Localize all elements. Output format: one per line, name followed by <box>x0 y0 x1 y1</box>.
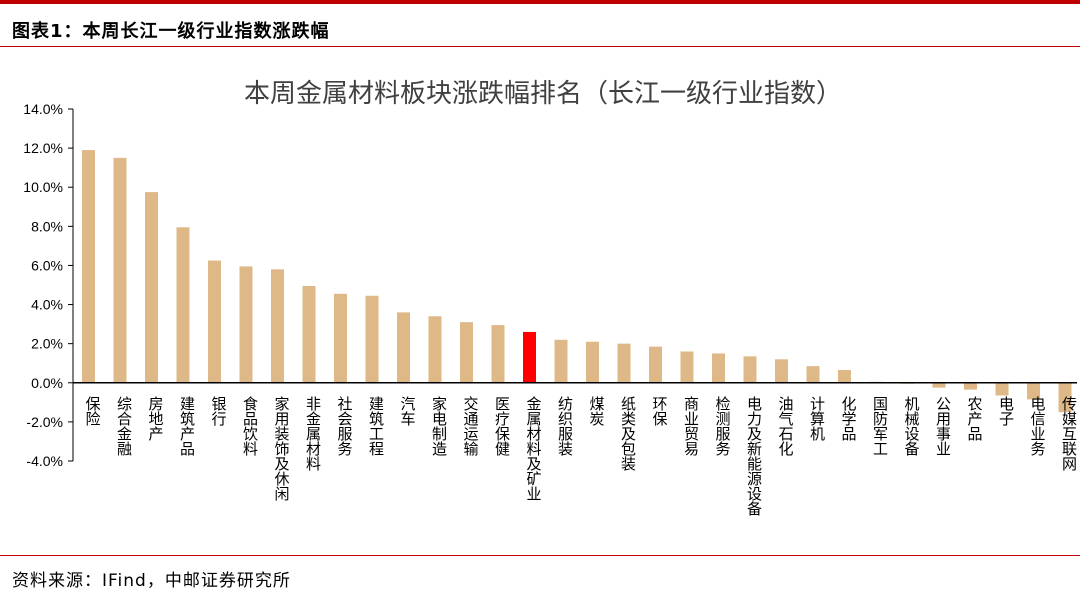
chart-title: 本周金属材料板块涨跌幅排名（长江一级行业指数） <box>244 79 842 109</box>
y-tick-label: 2.0% <box>31 336 63 352</box>
bar <box>775 359 788 383</box>
category-label: 银行 <box>210 396 228 427</box>
category-label: 房地产 <box>147 396 165 441</box>
figure-header: 图表1：本周长江一级行业指数涨跌幅 <box>0 4 1080 47</box>
category-label: 纸类及包装 <box>619 396 637 471</box>
bar <box>1027 382 1040 400</box>
category-label: 机械设备 <box>903 396 921 456</box>
bar <box>932 382 946 388</box>
category-label: 传媒互联网 <box>1060 396 1078 472</box>
category-label: 汽车 <box>399 396 417 426</box>
category-label: 社会服务 <box>336 396 354 457</box>
bar <box>964 382 977 390</box>
bar <box>586 341 599 383</box>
source-note: 资料来源：IFind，中邮证券研究所 <box>12 571 291 591</box>
bar <box>617 343 631 383</box>
figure-label: 图表1：本周长江一级行业指数涨跌幅 <box>12 21 330 42</box>
category-label: 食品饮料 <box>241 396 259 456</box>
category-label: 计算机 <box>808 396 826 442</box>
category-label: 煤炭 <box>588 396 606 426</box>
top-accent-rule <box>0 0 1080 4</box>
bar <box>239 266 253 383</box>
bar <box>145 192 158 383</box>
category-label: 金属材料及矿业 <box>525 396 543 501</box>
bar <box>680 351 694 383</box>
bar <box>365 295 379 383</box>
bar <box>302 285 316 383</box>
category-label: 医疗保健 <box>493 396 511 457</box>
y-tick-label: 14.0% <box>23 101 63 117</box>
bar <box>176 227 190 383</box>
bar <box>554 339 568 383</box>
category-label: 家电制造 <box>430 396 448 457</box>
category-label: 电子 <box>997 396 1015 426</box>
category-label: 化学品 <box>840 396 858 441</box>
y-tick-label: -4.0% <box>26 453 63 469</box>
bar <box>491 325 505 383</box>
category-label: 油气石化 <box>777 396 795 456</box>
category-label: 保险 <box>84 396 102 426</box>
bar <box>334 293 347 383</box>
bar <box>428 316 442 383</box>
bar <box>743 356 757 383</box>
bar <box>838 370 851 383</box>
bar <box>995 382 1009 396</box>
y-tick-label: -2.0% <box>26 414 63 430</box>
category-label: 综合金融 <box>115 396 133 456</box>
bar-chart: 本周金属材料板块涨跌幅排名（长江一级行业指数） -4.0% -2.0% 0.0% 2.0… <box>23 79 1078 516</box>
y-tick-label: 10.0% <box>23 179 63 195</box>
category-label: 公用事业 <box>934 396 952 456</box>
category-label: 检测服务 <box>714 396 732 457</box>
bar <box>208 260 221 383</box>
y-tick-label: 6.0% <box>31 257 63 273</box>
y-tick-label: 8.0% <box>31 218 63 234</box>
category-label: 建筑工程 <box>367 396 385 456</box>
source-rule <box>0 555 1080 556</box>
category-label: 建筑产品 <box>178 396 196 456</box>
bar <box>82 150 95 383</box>
category-label: 国防军工 <box>871 396 889 456</box>
bar <box>806 366 820 383</box>
category-label: 非金属材料 <box>304 396 322 471</box>
bar <box>649 346 662 383</box>
category-label: 农产品 <box>966 396 984 441</box>
category-label: 商业贸易 <box>682 396 700 456</box>
bar <box>113 157 127 383</box>
y-tick-label: 4.0% <box>31 297 63 313</box>
chart-container: 本周金属材料板块涨跌幅排名（长江一级行业指数） -4.0% -2.0% 0.0% 2.0… <box>0 47 1080 552</box>
bar <box>397 312 410 383</box>
y-tick-label: 0.0% <box>31 375 63 391</box>
category-label: 家用装饰及休闲 <box>273 396 291 502</box>
category-label: 纺织服装 <box>556 396 574 456</box>
category-label: 环保 <box>651 396 669 426</box>
bar <box>523 331 536 383</box>
bar <box>1058 382 1072 413</box>
y-tick-label: 12.0% <box>23 140 63 156</box>
category-label: 交通运输 <box>462 395 480 456</box>
bar <box>712 353 725 383</box>
bar <box>460 322 473 383</box>
bar <box>271 269 284 383</box>
category-label: 电信业务 <box>1029 396 1047 457</box>
category-label: 电力及新能源设备 <box>745 396 763 516</box>
